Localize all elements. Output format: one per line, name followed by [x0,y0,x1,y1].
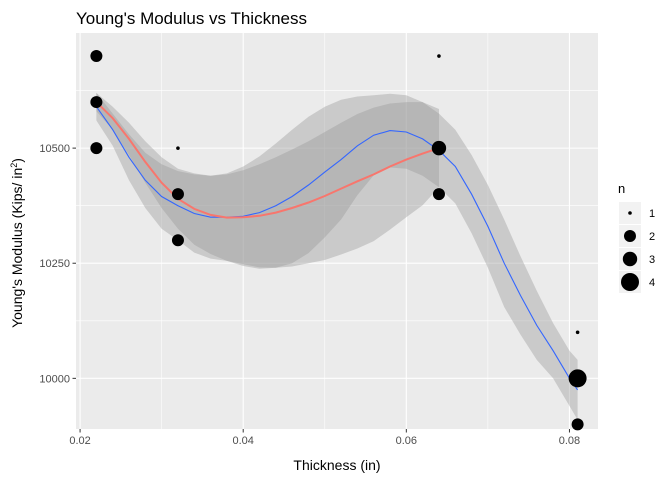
data-point [432,188,445,201]
legend: n 1 2 3 4 [618,181,655,293]
legend-key-symbol [624,230,636,242]
data-point [90,50,103,63]
grid-minor [76,33,598,429]
x-tick-label: 0.02 [69,435,90,447]
x-tick-label: 0.04 [232,435,253,447]
data-point [575,330,580,335]
y-axis-label: Young's Modulus (Kips/ in2) [9,158,25,328]
legend-key-symbol [621,273,639,291]
y-axis-label-superscript: 2 [9,163,19,168]
data-point [171,234,184,247]
confidence-bands [96,92,578,420]
y-tick-label: 10500 [39,143,70,155]
legend-label: 1 [649,208,655,220]
y-tick-label: 10250 [39,258,70,270]
confidence-band-red [96,92,440,268]
data-point [437,54,441,58]
legend-title: n [618,181,625,196]
data-point [90,142,103,155]
legend-label: 4 [649,277,655,289]
data-point [568,369,587,388]
chart-title: Young's Modulus vs Thickness [76,9,307,28]
confidence-band-blue [96,92,578,420]
x-axis: 0.02 0.04 0.06 0.08 [69,429,580,447]
legend-key-symbol [622,251,638,267]
panel-background [76,33,598,429]
smooth-lines [95,101,579,391]
smooth-line-blue [95,106,579,391]
data-point [171,188,184,201]
plot-panel [76,33,598,431]
x-tick-label: 0.06 [396,435,417,447]
data-point [571,418,584,431]
data-point [431,140,447,156]
data-points [90,50,587,431]
smooth-line-red [95,101,440,219]
y-axis-label-close: ) [9,158,25,163]
y-tick-label: 10000 [39,373,70,385]
legend-label: 2 [649,231,655,243]
y-axis: 10000 10250 10500 [39,143,76,385]
y-axis-label-main: Young's Modulus (Kips/ in [9,168,25,328]
x-axis-label: Thickness (in) [293,457,380,473]
data-point [90,96,103,109]
legend-keys: 1 2 3 4 [619,202,655,293]
legend-label: 3 [649,254,655,266]
data-point [176,146,180,150]
legend-key-symbol [628,211,632,215]
grid-major [76,33,598,429]
x-tick-label: 0.08 [559,435,580,447]
